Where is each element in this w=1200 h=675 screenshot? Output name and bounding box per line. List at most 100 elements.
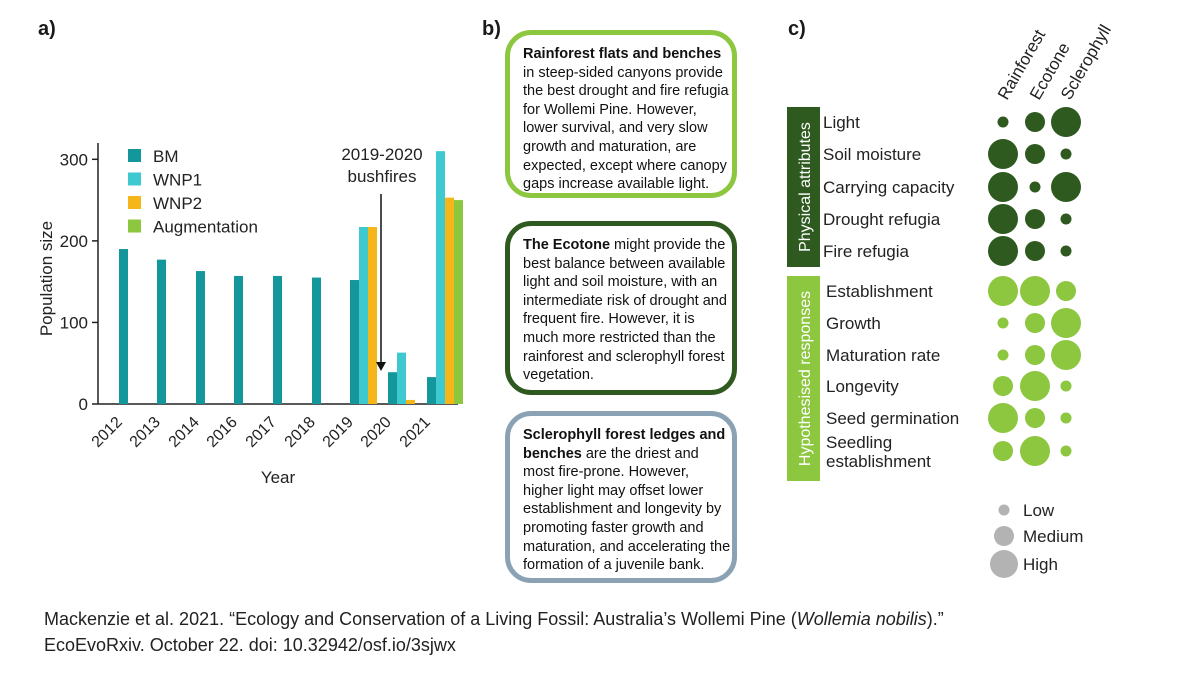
size-legend-label-2: Medium — [1023, 527, 1083, 546]
size-legend-label-1: Low — [1023, 501, 1055, 520]
bubble-4-sclerophyll — [1060, 412, 1072, 424]
bar-bm-2021 — [427, 377, 436, 404]
x-tick-label-2021: 2021 — [397, 414, 434, 451]
rainforest-box: Rainforest flats and benches in steep-si… — [505, 30, 737, 198]
bubble-0-rainforest — [997, 116, 1009, 128]
x-tick-label-2017: 2017 — [243, 414, 280, 451]
y-axis-label: Population size — [37, 221, 56, 336]
sclerophyll-box-text: are the driest and most fire-prone. Howe… — [523, 445, 731, 574]
bar-wnp1-2020 — [397, 352, 406, 404]
ecotone-box-text: might provide the best balance between a… — [523, 237, 727, 384]
bar-bm-2014 — [196, 271, 205, 404]
x-tick-label-2013: 2013 — [127, 414, 164, 451]
y-tick-label: 100 — [60, 313, 88, 332]
bubble-5-rainforest — [993, 441, 1013, 461]
size-legend-circle-1 — [998, 504, 1010, 516]
citation-line1-post: ).” — [926, 609, 944, 629]
citation: Mackenzie et al. 2021. “Ecology and Cons… — [44, 606, 944, 658]
column-header-sclerophyll: Sclerophyll — [1057, 21, 1115, 103]
bar-bm-2012 — [119, 249, 128, 404]
group-label-1: Hypothesised responses — [797, 291, 814, 466]
row-label: Maturation rate — [826, 346, 940, 365]
bubble-1-sclerophyll — [1060, 148, 1072, 160]
row-label: Fire refugia — [823, 242, 910, 261]
x-tick-label-2018: 2018 — [282, 414, 319, 451]
bar-augmentation-2021 — [454, 200, 463, 404]
annotation-line2: bushfires — [348, 167, 417, 186]
bubble-4-sclerophyll — [1060, 245, 1072, 257]
column-header-ecotone: Ecotone — [1026, 39, 1074, 103]
bar-wnp2-2019 — [368, 227, 377, 404]
size-legend-label-3: High — [1023, 555, 1058, 574]
legend-swatch-wnp1 — [128, 172, 141, 186]
bubble-3-rainforest — [993, 376, 1013, 396]
legend-swatch-augmentation — [128, 219, 141, 233]
bar-bm-2013 — [157, 259, 166, 404]
x-tick-label-2019: 2019 — [320, 414, 357, 451]
bubble-0-sclerophyll — [1051, 107, 1081, 137]
bubble-4-rainforest — [988, 403, 1018, 433]
bubble-1-rainforest — [997, 317, 1009, 329]
row-label: Longevity — [826, 377, 899, 396]
y-tick-label: 0 — [79, 395, 88, 414]
citation-species: Wollemia nobilis — [796, 609, 927, 629]
row-label: Carrying capacity — [823, 178, 955, 197]
group-label-0: Physical attributes — [797, 122, 814, 252]
legend-label-wnp2: WNP2 — [153, 194, 202, 213]
bubble-5-sclerophyll — [1060, 445, 1072, 457]
legend-label-wnp1: WNP1 — [153, 171, 202, 190]
panel-label-c: c) — [788, 18, 806, 40]
bubble-3-ecotone — [1025, 209, 1045, 229]
size-legend-circle-3 — [990, 550, 1018, 578]
y-tick-label: 300 — [60, 150, 88, 169]
bar-bm-2018 — [312, 277, 321, 404]
bubble-0-ecotone — [1020, 276, 1050, 306]
panel-label-a: a) — [38, 18, 56, 40]
row-label: Growth — [826, 314, 881, 333]
annotation-arrow-head — [376, 362, 386, 371]
legend-label-bm: BM — [153, 147, 179, 166]
bar-wnp2-2020 — [406, 399, 415, 404]
bubble-1-rainforest — [988, 139, 1018, 169]
bar-wnp1-2019 — [359, 227, 368, 404]
ecotone-box-title: The Ecotone — [523, 237, 611, 253]
row-label-line2: establishment — [826, 452, 931, 471]
bubble-4-ecotone — [1025, 408, 1045, 428]
bubble-2-rainforest — [988, 172, 1018, 202]
bar-wnp1-2021 — [436, 151, 445, 404]
row-label: Soil moisture — [823, 145, 921, 164]
bubble-4-ecotone — [1025, 241, 1045, 261]
row-label-line1: Seedling — [826, 433, 892, 452]
bubble-0-ecotone — [1025, 112, 1045, 132]
row-label: Establishment — [826, 282, 933, 301]
y-tick-label: 200 — [60, 232, 88, 251]
bubble-3-sclerophyll — [1060, 213, 1072, 225]
group-bar-0 — [787, 107, 820, 267]
x-tick-label-2012: 2012 — [89, 414, 126, 451]
citation-line2: EcoEvoRxiv. October 22. doi: 10.32942/os… — [44, 635, 456, 655]
citation-line1-pre: Mackenzie et al. 2021. “Ecology and Cons… — [44, 609, 797, 629]
bubble-1-ecotone — [1025, 313, 1045, 333]
bubble-4-rainforest — [988, 236, 1018, 266]
bubble-3-ecotone — [1020, 371, 1050, 401]
bubble-1-ecotone — [1025, 144, 1045, 164]
bubble-2-rainforest — [997, 349, 1009, 361]
bubble-0-sclerophyll — [1056, 281, 1076, 301]
legend-swatch-bm — [128, 149, 141, 162]
row-label: Drought refugia — [823, 210, 941, 229]
bar-bm-2019 — [350, 280, 359, 404]
bubble-3-sclerophyll — [1060, 380, 1072, 392]
legend-label-augmentation: Augmentation — [153, 218, 258, 237]
bubble-2-ecotone — [1025, 345, 1045, 365]
group-bar-1 — [787, 276, 820, 481]
bar-bm-2017 — [273, 275, 282, 404]
size-legend-circle-2 — [994, 526, 1014, 546]
ecotone-box: The Ecotone might provide the best balan… — [505, 221, 737, 395]
panel-label-b: b) — [482, 18, 501, 40]
rainforest-box-text: in steep-sided canyons provide the best … — [523, 64, 729, 193]
bubble-2-sclerophyll — [1051, 172, 1081, 202]
bar-bm-2016 — [234, 275, 243, 404]
bubble-5-ecotone — [1020, 436, 1050, 466]
sclerophyll-box-title: Sclerophyll forest ledges and benches — [523, 427, 726, 462]
